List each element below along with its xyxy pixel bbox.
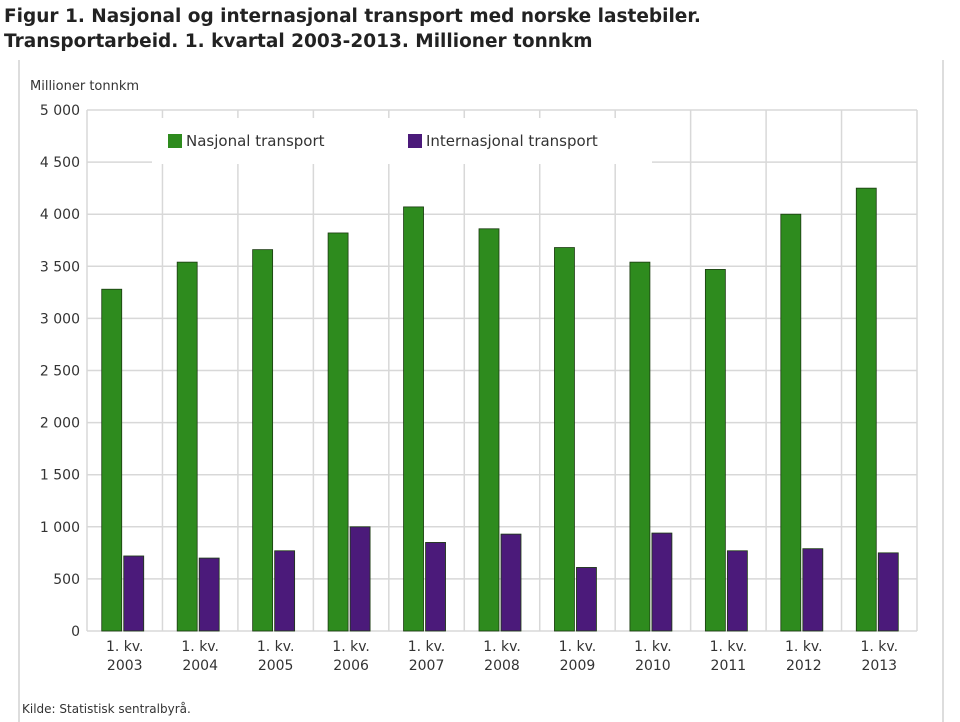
bar-nasjonal xyxy=(855,187,877,632)
y-tick-label: 3 000 xyxy=(40,311,80,327)
source-note: Kilde: Statistisk sentralbyrå. xyxy=(22,702,191,716)
bar-nasjonal xyxy=(629,261,651,632)
y-tick-label: 5 000 xyxy=(40,103,80,119)
bar-nasjonal xyxy=(176,261,198,632)
x-tick-label: 2007 xyxy=(409,658,445,674)
y-axis-label: Millioner tonnkm xyxy=(30,79,139,94)
bar-nasjonal xyxy=(704,269,726,632)
x-tick-label: 2005 xyxy=(258,658,294,674)
x-tick-label: 1. kv. xyxy=(785,639,823,655)
legend-swatch xyxy=(408,134,422,148)
x-tick-label: 1. kv. xyxy=(483,639,521,655)
y-tick-label: 3 500 xyxy=(40,259,80,275)
x-tick-label: 1. kv. xyxy=(408,639,446,655)
y-tick-label: 1 000 xyxy=(40,520,80,536)
x-tick-label: 1. kv. xyxy=(710,639,748,655)
bar-internasjonal xyxy=(802,548,824,632)
bar-internasjonal xyxy=(274,550,296,632)
bar-nasjonal xyxy=(403,206,424,632)
x-tick-label: 2013 xyxy=(861,658,897,674)
y-tick-label: 4 000 xyxy=(40,207,80,223)
legend-swatch xyxy=(168,134,182,148)
x-tick-label: 2008 xyxy=(484,658,520,674)
y-tick-label: 2 000 xyxy=(40,416,80,432)
legend-label: Internasjonal transport xyxy=(426,132,598,150)
bar-internasjonal xyxy=(726,550,748,632)
bar-internasjonal xyxy=(349,526,371,632)
y-tick-label: 500 xyxy=(53,572,80,588)
x-tick-label: 1. kv. xyxy=(181,639,219,655)
x-tick-label: 2010 xyxy=(635,658,671,674)
bar-nasjonal xyxy=(327,232,349,632)
bar-internasjonal xyxy=(425,542,446,632)
y-tick-label: 2 500 xyxy=(40,364,80,380)
bar-internasjonal xyxy=(576,567,597,632)
x-tick-label: 1. kv. xyxy=(559,639,597,655)
y-tick-label: 0 xyxy=(71,624,80,640)
bar-internasjonal xyxy=(651,532,673,632)
x-tick-label: 1. kv. xyxy=(332,639,370,655)
x-tick-label: 1. kv. xyxy=(860,639,898,655)
bar-internasjonal xyxy=(877,552,899,632)
legend-label: Nasjonal transport xyxy=(186,132,325,150)
x-tick-label: 1. kv. xyxy=(634,639,672,655)
bar-internasjonal xyxy=(198,557,220,632)
bar-nasjonal xyxy=(780,213,802,632)
y-tick-label: 1 500 xyxy=(40,468,80,484)
bar-nasjonal xyxy=(554,247,575,632)
bar-internasjonal xyxy=(123,555,145,632)
bar-nasjonal xyxy=(252,249,274,632)
bar-internasjonal xyxy=(500,533,522,632)
x-tick-label: 1. kv. xyxy=(106,639,144,655)
bar-nasjonal xyxy=(478,228,500,632)
x-tick-label: 1. kv. xyxy=(257,639,295,655)
x-tick-label: 2009 xyxy=(560,658,596,674)
x-tick-label: 2011 xyxy=(711,658,747,674)
y-tick-label: 4 500 xyxy=(40,155,80,171)
x-tick-label: 2012 xyxy=(786,658,822,674)
x-tick-label: 2003 xyxy=(107,658,143,674)
x-tick-label: 2006 xyxy=(333,658,369,674)
chart-frame xyxy=(18,60,944,722)
bar-nasjonal xyxy=(101,288,123,632)
chart-title: Figur 1. Nasjonal og internasjonal trans… xyxy=(4,6,701,52)
x-tick-label: 2004 xyxy=(182,658,218,674)
legend-box xyxy=(152,118,652,164)
